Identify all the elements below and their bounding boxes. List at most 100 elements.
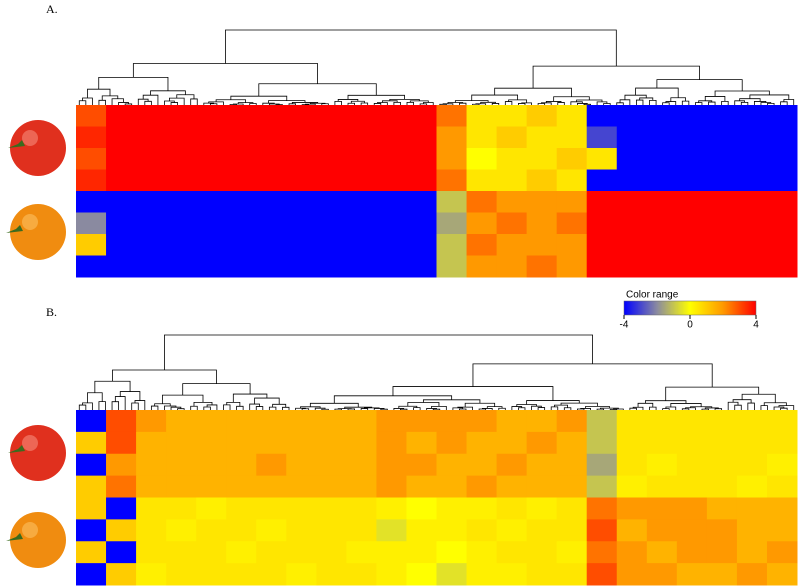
heatmap-cell [406, 475, 437, 498]
heatmap-cell [766, 126, 798, 149]
heatmap-cell [226, 234, 257, 256]
heatmap-cell [406, 169, 437, 192]
heatmap-cell [226, 212, 257, 235]
heatmap-cell [736, 126, 768, 149]
dendrogram-branch [382, 100, 398, 103]
heatmap-cell [346, 126, 377, 149]
heatmap-cell [196, 212, 227, 235]
heatmap-cell [166, 126, 197, 149]
dendrogram-branch [334, 408, 342, 410]
heatmap-cell [196, 148, 227, 170]
heatmap-cell [496, 410, 528, 433]
dendrogram-branch [164, 405, 177, 410]
heatmap-cell [466, 563, 498, 586]
heatmap-cell [406, 191, 437, 213]
heatmap-cell [766, 475, 798, 498]
heatmap-cell [406, 255, 437, 278]
heatmap-cell [616, 148, 648, 170]
heatmap-cell [556, 212, 588, 235]
heatmap-cell [196, 105, 227, 127]
dendrogram-branch [459, 408, 467, 410]
dendrogram-branch [553, 96, 590, 102]
dendrogram-branch [511, 406, 523, 410]
heatmap-cell [376, 212, 407, 235]
heatmap-cell [136, 431, 167, 455]
heatmap-cell [646, 126, 678, 149]
heatmap-cell [286, 212, 317, 235]
dendrogram-branch [409, 100, 429, 103]
heatmap-cell [616, 563, 648, 586]
heatmap-cell [706, 563, 738, 586]
dendrogram-branch [268, 406, 277, 410]
dendrogram-branch [734, 404, 742, 410]
heatmap-cell [136, 255, 167, 278]
dendrogram-branch [334, 100, 342, 105]
dendrogram-branch [537, 103, 546, 105]
heatmap-cell [76, 105, 107, 127]
dendrogram-branch [518, 407, 526, 410]
heatmap-cell [676, 410, 708, 433]
heatmap-cell [466, 497, 498, 520]
dendrogram-branch [98, 401, 106, 410]
dendrogram-branch [475, 103, 487, 105]
dendrogram-branch [406, 101, 414, 105]
heatmap-cell [736, 541, 768, 564]
heatmap-cell [586, 169, 618, 192]
heatmap-cell [466, 410, 498, 433]
dendrogram-branch [780, 101, 788, 105]
heatmap-cell [736, 148, 768, 170]
heatmap-cell [526, 191, 558, 213]
heatmap-cell [256, 212, 287, 235]
heatmap-cell [196, 169, 227, 192]
heatmap-cell [316, 105, 347, 127]
heatmap-cell [496, 453, 528, 477]
heatmap-cell [346, 169, 377, 192]
heatmap-cell [556, 126, 588, 149]
heatmap-cell [316, 475, 347, 498]
heatmap-cell [406, 453, 437, 477]
dendrogram-branch [701, 408, 709, 410]
dendrogram-branch [225, 29, 617, 67]
dendrogram-branch [432, 408, 441, 410]
heatmap-cell [106, 148, 137, 170]
heatmap-cell [256, 563, 287, 586]
heatmap-cell [526, 148, 558, 170]
dendrogram-branch [670, 403, 702, 408]
dendrogram-branch [170, 102, 178, 105]
heatmap-cell [376, 475, 407, 498]
heatmap-cell [136, 212, 167, 235]
dendrogram-branch [526, 400, 580, 405]
heatmap-cell [466, 431, 498, 455]
dendrogram-branch [101, 95, 119, 101]
dendrogram-branch [783, 99, 795, 105]
dendrogram-branch [749, 94, 790, 100]
heatmap-cell [196, 410, 227, 433]
heatmap-cell [646, 255, 678, 278]
dendrogram-branch [537, 407, 546, 410]
heatmap-cell [526, 431, 558, 455]
heatmap-cell [106, 169, 137, 192]
dendrogram-branch [498, 407, 506, 410]
heatmap-cell [556, 541, 588, 564]
dendrogram-branch [87, 88, 111, 99]
heatmap-cell [496, 431, 528, 455]
heatmap-cell [556, 234, 588, 256]
heatmap-cell [466, 541, 498, 564]
heatmap-cell [676, 541, 708, 564]
heatmap-cell [526, 255, 558, 278]
dendrogram-branch [114, 396, 126, 410]
panel-label: A. [46, 2, 58, 16]
dendrogram-branch [142, 94, 159, 105]
dendrogram-branch [721, 100, 729, 105]
heatmap-cell [346, 105, 377, 127]
heatmap-cell [616, 410, 648, 433]
heatmap-cell [736, 410, 768, 433]
heatmap-cell [76, 453, 107, 477]
heatmap-cell [376, 410, 407, 433]
heatmap-cell [106, 212, 137, 235]
heatmap-cell [706, 453, 738, 477]
color-bar-tick-label: -4 [620, 320, 629, 331]
dendrogram-branch [321, 103, 329, 105]
dendrogram-branch [732, 399, 752, 404]
heatmap-cell [466, 475, 498, 498]
